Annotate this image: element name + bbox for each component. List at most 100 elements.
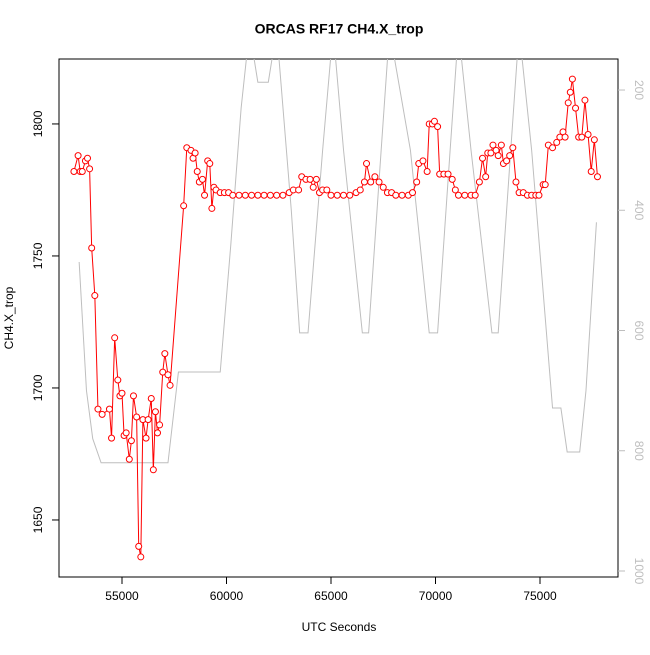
- x-tick-label: 55000: [105, 589, 139, 603]
- data-point: [584, 131, 592, 139]
- data-point: [489, 141, 497, 149]
- data-point: [360, 178, 368, 186]
- data-point: [229, 191, 237, 199]
- data-point: [448, 175, 456, 183]
- data-point: [535, 191, 543, 199]
- data-point: [84, 154, 92, 162]
- data-point: [118, 389, 126, 397]
- data-point: [70, 167, 78, 175]
- data-point: [479, 154, 487, 162]
- data-point: [122, 429, 130, 437]
- data-point: [340, 191, 348, 199]
- x-tick-label: 70000: [419, 589, 453, 603]
- y-axis-label: CH4.X_trop: [2, 286, 16, 349]
- data-point: [375, 178, 383, 186]
- data-point: [379, 183, 387, 191]
- data-point: [164, 371, 172, 379]
- data-point: [133, 413, 141, 421]
- data-point: [323, 186, 331, 194]
- data-point: [398, 191, 406, 199]
- data-point: [578, 133, 586, 141]
- data-point: [419, 157, 427, 165]
- data-point: [248, 191, 256, 199]
- data-point: [471, 191, 479, 199]
- y-tick-label: 1650: [31, 506, 45, 533]
- data-point: [568, 75, 576, 83]
- data-point: [541, 181, 549, 189]
- data-point: [191, 149, 199, 157]
- data-point: [363, 160, 371, 168]
- data-point: [454, 191, 462, 199]
- y-tick-label: 1700: [31, 374, 45, 401]
- data-point: [434, 123, 442, 131]
- data-point: [201, 191, 209, 199]
- data-point: [356, 186, 364, 194]
- data-point: [180, 202, 188, 210]
- data-point: [572, 104, 580, 112]
- data-point: [78, 167, 86, 175]
- data-point: [423, 167, 431, 175]
- data-point: [149, 466, 157, 474]
- x-tick-label: 60000: [210, 589, 244, 603]
- data-point: [260, 191, 268, 199]
- data-point: [327, 191, 335, 199]
- data-point: [503, 157, 511, 165]
- data-point: [295, 186, 303, 194]
- data-point: [461, 191, 469, 199]
- y-tick-label: 1800: [31, 110, 45, 137]
- data-point: [561, 133, 569, 141]
- data-point: [208, 204, 216, 212]
- series-line: [78, 59, 597, 464]
- data-point: [566, 88, 574, 96]
- data-point: [206, 160, 214, 168]
- data-point: [590, 136, 598, 144]
- plot-frame: [58, 58, 619, 578]
- data-point: [593, 173, 601, 181]
- y2-tick-label: 600: [632, 320, 646, 340]
- data-point: [142, 434, 150, 442]
- data-point: [444, 170, 452, 178]
- data-point: [98, 410, 106, 418]
- data-point: [509, 144, 517, 152]
- data-point: [482, 173, 490, 181]
- y2-tick-label: 800: [632, 441, 646, 461]
- y2-tick-label: 200: [632, 80, 646, 100]
- data-point: [494, 152, 502, 160]
- data-point: [147, 395, 155, 403]
- data-point: [94, 405, 102, 413]
- data-point: [74, 152, 82, 160]
- data-point: [114, 376, 122, 384]
- data-point: [564, 99, 572, 107]
- data-point: [193, 167, 201, 175]
- data-point: [235, 191, 243, 199]
- data-point: [135, 542, 143, 550]
- data-point: [306, 175, 314, 183]
- data-point: [553, 138, 561, 146]
- data-point: [512, 178, 520, 186]
- data-point: [312, 175, 320, 183]
- y2-tick-label: 1000: [632, 558, 646, 585]
- data-point: [413, 178, 421, 186]
- data-point: [111, 334, 119, 342]
- chart-title: ORCAS RF17 CH4.X_trop: [255, 21, 424, 37]
- data-point: [409, 189, 417, 197]
- data-point: [156, 421, 164, 429]
- x-tick-label: 75000: [523, 589, 557, 603]
- data-point: [129, 392, 137, 400]
- data-point: [161, 350, 169, 358]
- data-point: [506, 152, 514, 160]
- data-point: [154, 429, 162, 437]
- x-tick-label: 65000: [314, 589, 348, 603]
- data-point: [144, 416, 152, 424]
- data-point: [127, 437, 135, 445]
- data-point: [105, 405, 113, 413]
- data-point: [125, 455, 133, 463]
- data-point: [430, 117, 438, 125]
- data-point: [451, 186, 459, 194]
- data-point: [273, 191, 281, 199]
- data-point: [475, 178, 483, 186]
- data-point: [86, 165, 94, 173]
- data-point: [497, 141, 505, 149]
